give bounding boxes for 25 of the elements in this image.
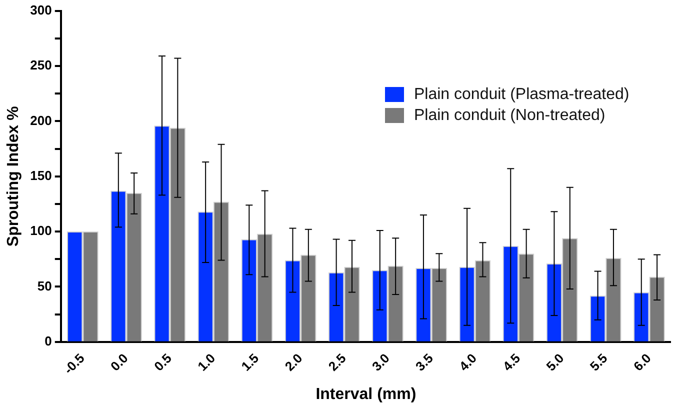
x-tick-label: -0.5 bbox=[60, 350, 88, 377]
y-tick-label: 250 bbox=[30, 58, 52, 73]
x-tick-label: 0.5 bbox=[151, 350, 174, 374]
x-tick-label: 2.0 bbox=[282, 350, 306, 374]
y-tick-label: 0 bbox=[44, 334, 52, 349]
x-tick-label: 0.0 bbox=[108, 350, 131, 374]
x-tick-label: 5.0 bbox=[543, 350, 567, 374]
y-tick-label: 300 bbox=[30, 2, 52, 18]
x-tick-label: 3.5 bbox=[412, 350, 436, 374]
x-tick-label: 4.5 bbox=[500, 350, 524, 374]
y-axis-title: Sprouting Index % bbox=[5, 106, 22, 247]
x-tick-label: 1.0 bbox=[194, 350, 218, 374]
legend-label: Plain conduit (Non-treated) bbox=[414, 106, 606, 124]
x-tick-label: 6.0 bbox=[630, 350, 654, 374]
x-axis-title: Interval (mm) bbox=[316, 386, 416, 403]
y-tick-label: 50 bbox=[37, 278, 52, 294]
legend-label: Plain conduit (Plasma-treated) bbox=[414, 86, 630, 104]
y-tick-label: 150 bbox=[30, 168, 52, 183]
x-tick-label: 1.5 bbox=[238, 350, 262, 374]
x-tick-label: 4.0 bbox=[456, 350, 480, 374]
y-tick-label: 100 bbox=[30, 223, 52, 238]
x-tick-label: 2.5 bbox=[325, 350, 349, 374]
x-tick-label: 5.5 bbox=[586, 350, 610, 374]
x-tick-label: 3.0 bbox=[368, 350, 392, 374]
y-tick-label: 200 bbox=[30, 112, 52, 128]
